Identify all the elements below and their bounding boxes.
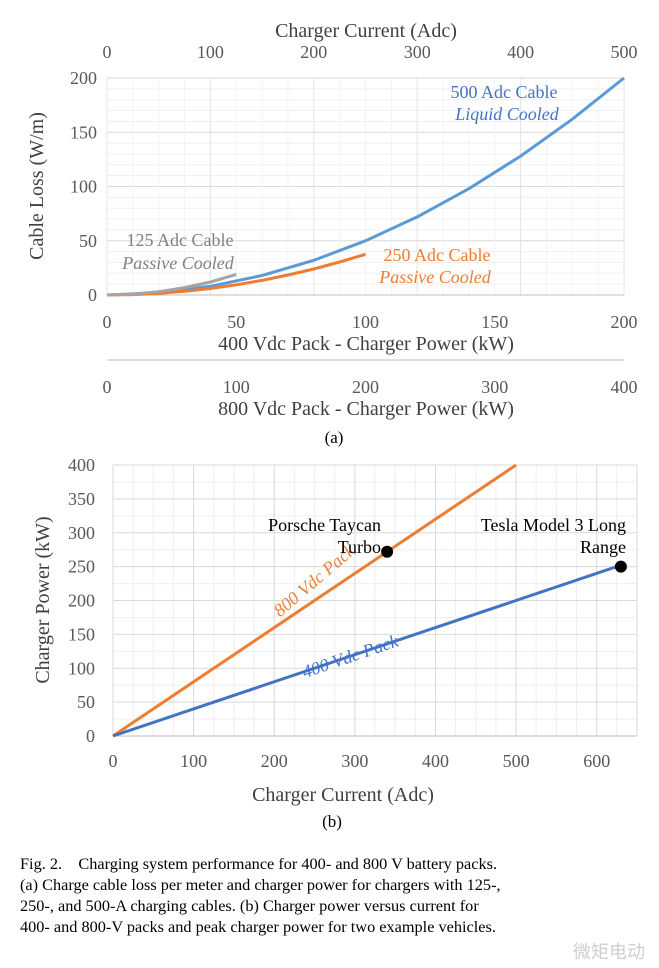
chart-a-bottom-2-tick-label: 100 — [223, 377, 250, 397]
chart-b-y-tick-label: 50 — [77, 692, 95, 712]
chart-b-y-tick-label: 150 — [68, 624, 95, 644]
chart-a-y-tick-label: 150 — [70, 122, 97, 142]
chart-a-top-tick-label: 0 — [103, 42, 112, 62]
chart-a-top-tick-label: 400 — [507, 42, 534, 62]
chart-b-x-tick-label: 600 — [583, 751, 610, 771]
chart-a-label: (a) — [325, 428, 344, 447]
chart-b-axes — [112, 465, 637, 737]
chart-a-axes — [107, 294, 624, 361]
chart-b-y-tick-label: 300 — [68, 523, 95, 543]
chart-b-y-tick-label: 0 — [86, 726, 95, 746]
chart-a-y-axis-title: Cable Loss (W/m) — [26, 112, 48, 260]
series-sublabel-125-cable: Passive Cooled — [121, 253, 234, 273]
chart-a-bottom-1-tick-label: 0 — [103, 312, 112, 332]
chart-b-y-tick-label: 100 — [68, 658, 95, 678]
chart-a-y-tick-label: 100 — [70, 177, 97, 197]
watermark-logo: 微矩电动 — [573, 942, 645, 963]
series-label-125-cable: 125 Adc Cable — [127, 230, 234, 250]
caption-line-2: (a) Charge cable loss per meter and char… — [20, 875, 501, 894]
chart-b-x-tick-label: 0 — [109, 751, 118, 771]
chart-b-label: (b) — [322, 812, 342, 831]
caption-line-4: 400- and 800-V packs and peak charger po… — [20, 917, 496, 936]
chart-a-bottom-2-tick-label: 200 — [352, 377, 379, 397]
chart-a-bottom-1-tick-label: 50 — [227, 312, 245, 332]
chart-a-y-tick-label: 0 — [88, 285, 97, 305]
point-label-porsche-line-2: Turbo — [338, 537, 381, 557]
chart-b-ticks: 0 100 200 300 400 500 600 0 50 100 150 200 250 300 350… — [68, 455, 610, 771]
chart-a-top-tick-label: 100 — [197, 42, 224, 62]
chart-a-top-tick-label: 500 — [611, 42, 638, 62]
chart-a-bottom-axis-1-title: 400 Vdc Pack - Charger Power (kW) — [218, 333, 514, 355]
chart-a-bottom-2-tick-label: 400 — [611, 377, 638, 397]
chart-b-svg: 0 100 200 300 400 500 600 0 50 100 150 200 250 300 350… — [32, 455, 638, 831]
chart-b-vehicle-point-1 — [614, 560, 627, 573]
chart-b-y-tick-label: 400 — [68, 455, 95, 475]
chart-a: 0 50 100 150 200 0 100 200 300 400 500 0 50 100 150 200… — [0, 0, 659, 457]
point-label-tesla-line-2: Range — [580, 537, 626, 557]
chart-a-bottom-1-tick-label: 200 — [611, 312, 638, 332]
chart-a-bottom-axis-2-title: 800 Vdc Pack - Charger Power (kW) — [218, 398, 514, 420]
series-sublabel-250-cable: Passive Cooled — [378, 267, 491, 287]
chart-b-y-tick-label: 350 — [68, 489, 95, 509]
chart-b-x-tick-label: 400 — [422, 751, 449, 771]
chart-b-y-tick-label: 250 — [68, 557, 95, 577]
chart-a-ticks: 0 50 100 150 200 0 100 200 300 400 500 0 50 100 150 200… — [70, 42, 638, 397]
chart-b-x-axis-title: Charger Current (Adc) — [252, 784, 434, 806]
chart-b-series — [112, 463, 627, 738]
chart-b-x-tick-label: 300 — [341, 751, 368, 771]
chart-b-series-line-1 — [112, 563, 623, 738]
chart-a-bottom-1-tick-label: 150 — [481, 312, 508, 332]
chart-b-grid — [112, 464, 638, 737]
chart-a-bottom-2-tick-label: 300 — [481, 377, 508, 397]
chart-a-series — [106, 76, 625, 297]
chart-b-y-tick-label: 200 — [68, 591, 95, 611]
series-sublabel-500-cable: Liquid Cooled — [454, 104, 560, 124]
caption-line-3: 250-, and 500-A charging cables. (b) Cha… — [20, 896, 479, 915]
chart-a-series-line-0 — [106, 76, 625, 297]
chart-a-top-tick-label: 200 — [300, 42, 327, 62]
chart-a-top-axis-title: Charger Current (Adc) — [275, 20, 457, 42]
chart-a-bottom-1-tick-label: 100 — [352, 312, 379, 332]
chart-b-vehicle-point-0 — [381, 545, 394, 558]
chart-b-x-tick-label: 500 — [503, 751, 530, 771]
chart-a-grid — [106, 77, 625, 296]
caption-line-1: Fig. 2. Charging system performance for … — [20, 854, 498, 873]
chart-b: 0 100 200 300 400 500 600 0 50 100 150 200 250 300 350… — [0, 452, 659, 842]
figure-caption: Fig. 2. Charging system performance for … — [20, 853, 640, 937]
chart-a-svg: 0 50 100 150 200 0 100 200 300 400 500 0 50 100 150 200… — [26, 20, 638, 447]
chart-b-x-tick-label: 200 — [261, 751, 288, 771]
point-label-tesla-line-1: Tesla Model 3 Long — [481, 515, 626, 535]
series-label-250-cable: 250 Adc Cable — [384, 245, 491, 265]
chart-b-y-axis-title: Charger Power (kW) — [32, 516, 54, 683]
chart-a-y-tick-label: 50 — [79, 231, 97, 251]
chart-a-top-tick-label: 300 — [404, 42, 431, 62]
point-label-porsche-line-1: Porsche Taycan — [268, 515, 381, 535]
chart-a-bottom-2-tick-label: 0 — [103, 377, 112, 397]
chart-b-x-tick-label: 100 — [180, 751, 207, 771]
series-label-500-cable: 500 Adc Cable — [451, 82, 558, 102]
chart-a-y-tick-label: 200 — [70, 68, 97, 88]
chart-b-series-line-0 — [112, 463, 517, 738]
chart-a-series-line-2 — [106, 272, 237, 297]
